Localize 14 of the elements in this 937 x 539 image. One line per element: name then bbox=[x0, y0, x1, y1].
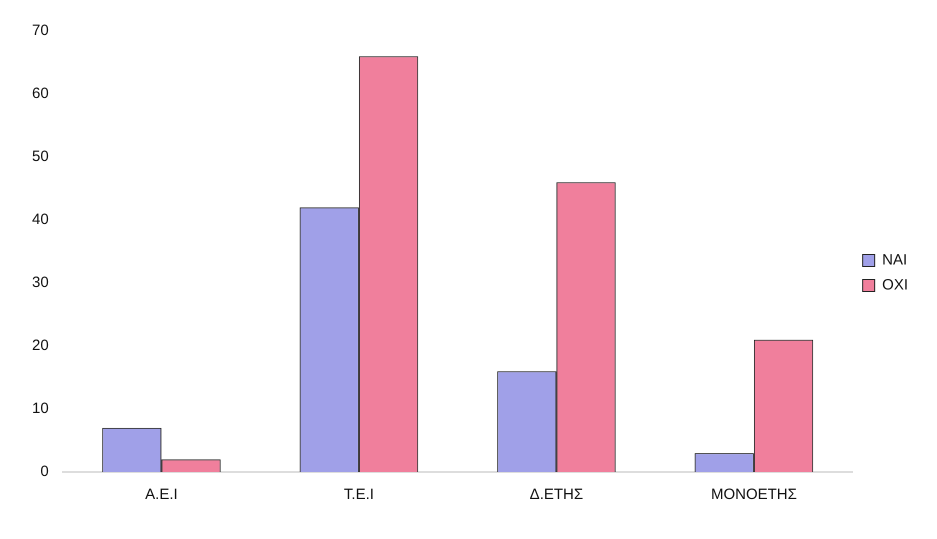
x-tick-label: Α.Ε.Ι bbox=[145, 486, 178, 504]
y-tick-label: 30 bbox=[32, 274, 49, 292]
y-tick-label: 10 bbox=[32, 400, 49, 418]
y-tick-label: 20 bbox=[32, 337, 49, 354]
x-tick-label: Δ.ΕΤΗΣ bbox=[530, 486, 584, 504]
y-tick-label: 60 bbox=[32, 85, 49, 102]
y-tick-label: 50 bbox=[32, 148, 49, 166]
x-tick-label: ΜΟΝΟΕΤΗΣ bbox=[710, 486, 797, 504]
y-tick-label: 70 bbox=[32, 22, 49, 40]
y-tick-label: 0 bbox=[40, 463, 49, 480]
legend-label: ΟΧΙ bbox=[882, 276, 908, 294]
x-tick-label: Τ.Ε.Ι bbox=[344, 486, 374, 504]
y-tick-label: 40 bbox=[32, 211, 49, 228]
legend-label: ΝΑΙ bbox=[882, 252, 908, 269]
